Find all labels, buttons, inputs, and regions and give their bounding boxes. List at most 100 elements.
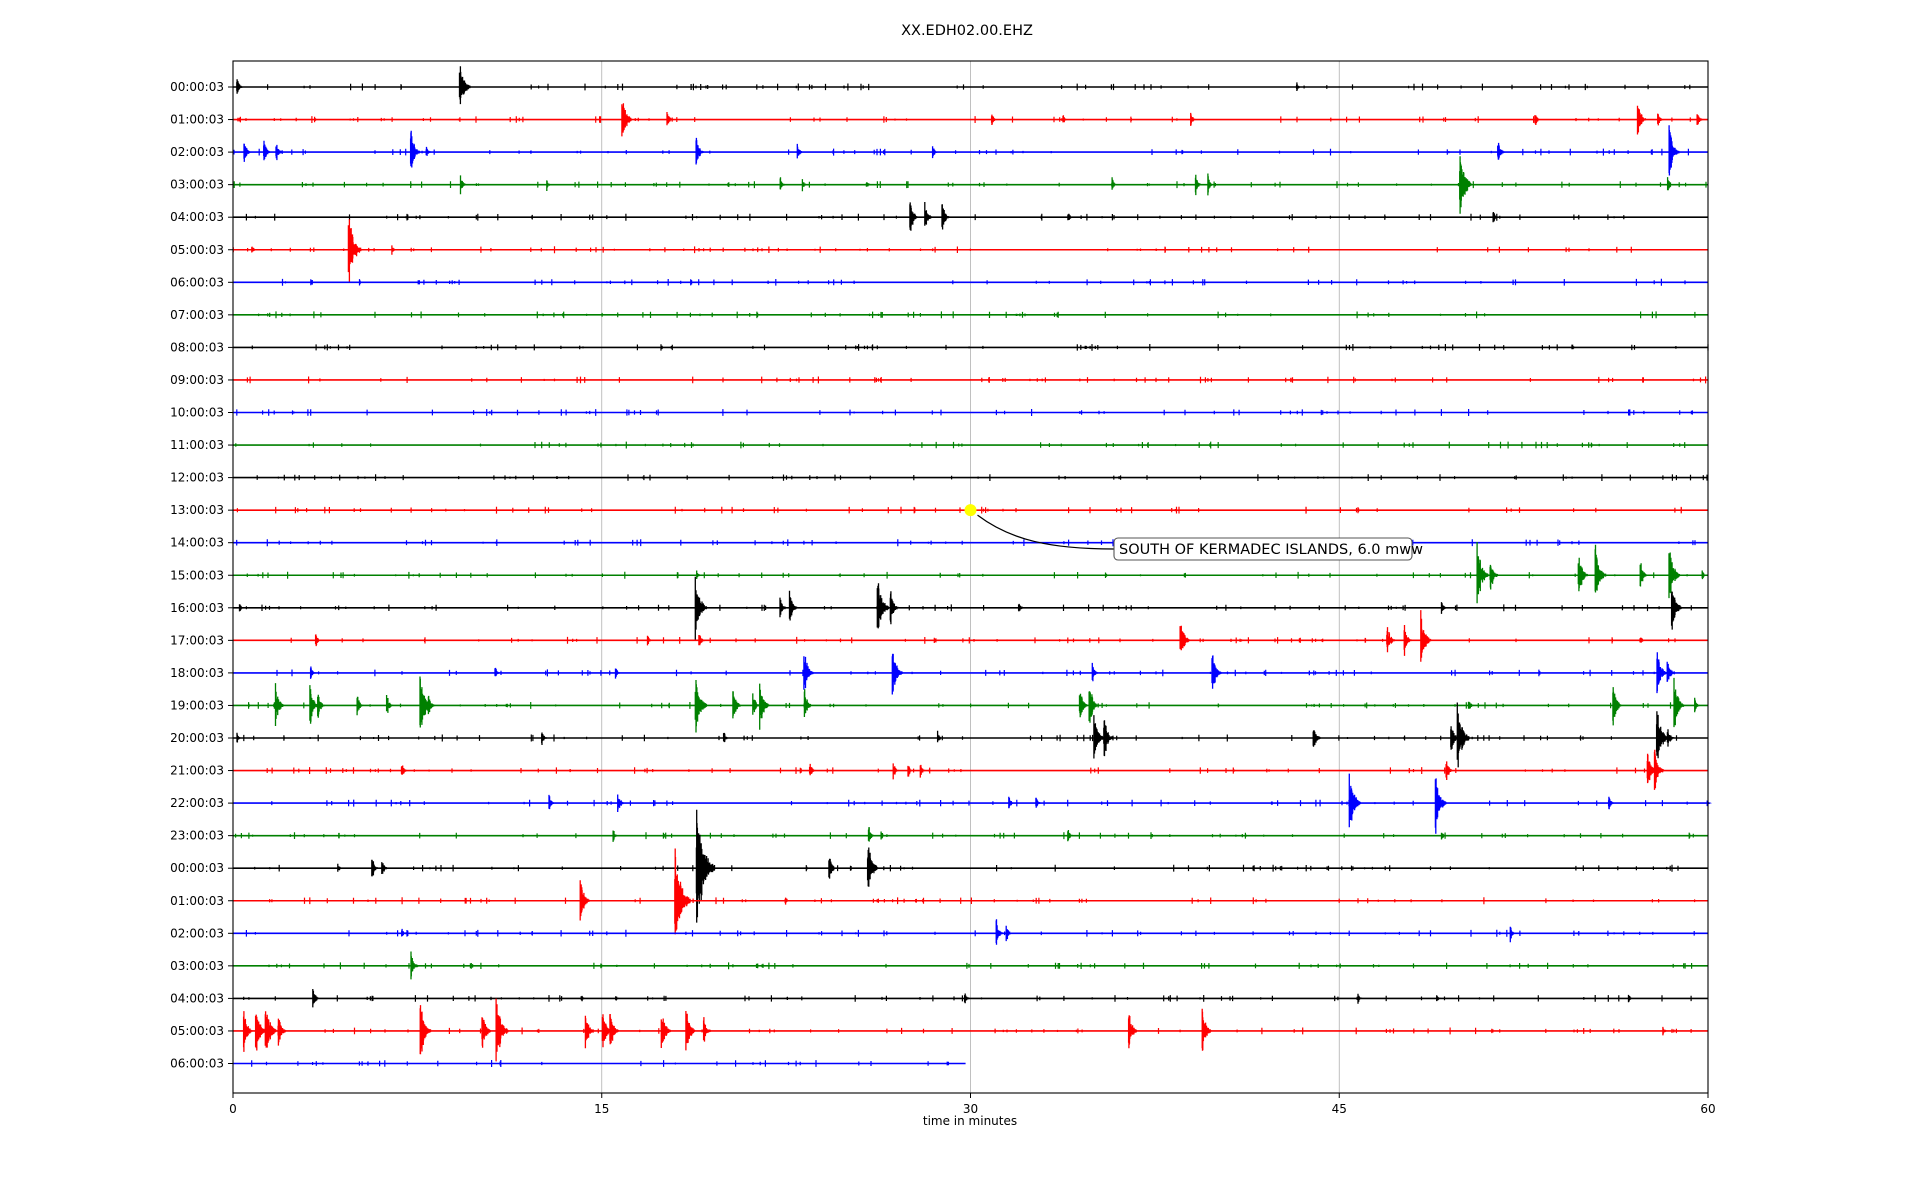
seismic-event-1-7 [1657,113,1664,126]
trace-noise-3 [233,181,1707,189]
seismic-event-29-6 [495,998,509,1062]
seismic-event-18-6 [1211,655,1222,689]
seismic-event-2-4 [425,146,432,156]
row-time-label-13: 13:00:03 [170,503,224,517]
seismic-event-17-2 [698,635,706,646]
seismic-event-3-8 [1459,156,1473,214]
seismic-event-24-0 [337,863,343,872]
seismic-event-19-4 [385,695,394,713]
seismic-event-19-12 [1078,693,1088,718]
annotation-connector [977,514,1115,550]
row-time-label-8: 08:00:03 [170,340,224,354]
seismic-event-19-11 [803,689,812,717]
seismic-event-21-2 [892,763,899,780]
seismic-event-29-2 [264,1011,277,1048]
seismic-event-19-13 [1088,691,1099,723]
seismic-event-16-6 [1017,603,1025,612]
seismic-event-4-0 [909,202,919,231]
trace-noise-8 [251,344,1709,351]
seismic-event-29-0 [242,1011,253,1052]
seismic-event-16-1 [694,576,708,641]
annotation-label: SOUTH OF KERMADEC ISLANDS, 6.0 mww [1119,542,1423,558]
seismic-event-28-5 [1436,995,1442,1002]
seismic-event-19-3 [356,696,364,716]
seismic-event-22-4 [1348,773,1361,828]
seismic-event-16-8 [1670,591,1682,630]
seismic-event-3-9 [1666,177,1674,191]
trace-noise-0 [236,83,1691,91]
seismic-event-26-0 [401,928,407,937]
seismic-event-17-6 [1420,610,1432,662]
row-time-label-25: 01:00:03 [170,894,224,908]
seismic-event-23-2 [880,831,886,840]
trace-noise-22 [271,799,1688,807]
trace-noise-6 [281,278,1686,286]
seismic-event-28-3 [963,993,971,1004]
seismic-event-2-3 [409,130,421,168]
row-time-label-27: 03:00:03 [170,959,224,973]
seismic-event-18-0 [309,666,317,679]
seismic-event-20-3 [936,730,943,743]
trace-row-24 [233,809,1708,923]
row-time-label-9: 09:00:03 [170,373,224,387]
seismic-event-20-8 [1456,702,1470,768]
trace-row-9 [233,376,1708,384]
trace-noise-21 [266,767,1661,774]
row-time-label-21: 21:00:03 [170,764,224,778]
seismic-event-19-10 [759,683,770,730]
seismic-event-16-2 [779,597,787,618]
seismic-event-3-2 [779,177,786,190]
trace-noise-10 [236,409,1693,416]
event-annotation: SOUTH OF KERMADEC ISLANDS, 6.0 mww [964,504,1423,561]
seismic-event-19-8 [732,691,742,719]
seismic-event-29-4 [419,1005,432,1055]
trace-row-0 [233,66,1708,105]
trace-noise-1 [237,116,1691,123]
trace-row-14 [233,539,1708,547]
row-time-label-15: 15:00:03 [170,568,224,582]
seismic-event-22-2 [1008,796,1015,809]
seismic-event-23-3 [1067,830,1074,842]
row-time-label-14: 14:00:03 [170,536,224,550]
trace-row-28 [233,989,1708,1008]
trace-row-19 [233,676,1708,733]
seismic-event-16-0 [238,604,245,612]
seismic-event-16-3 [788,590,798,621]
seismic-event-21-3 [907,765,914,777]
seismic-event-15-2 [1489,564,1499,590]
trace-row-30 [233,1060,966,1067]
seismic-event-28-2 [615,996,621,1001]
row-time-label-11: 11:00:03 [170,438,224,452]
row-time-label-1: 01:00:03 [170,113,224,127]
seismic-event-15-1 [1476,542,1489,604]
row-time-label-2: 02:00:03 [170,145,224,159]
row-labels: 00:00:03 01:00:03 02:00:03 03:00:03 04:00:03… [170,80,233,1071]
seismic-event-1-0 [621,103,633,137]
trace-noise-13 [236,506,1682,514]
seismic-event-19-17 [1694,697,1701,713]
seismic-event-29-5 [481,1017,491,1048]
seismic-event-23-4 [1440,832,1447,840]
seismic-event-4-4 [1492,212,1499,223]
seismic-event-0-2 [1295,82,1302,91]
x-axis-label: time in minutes [923,1114,1017,1128]
seismic-event-24-3 [695,809,716,923]
trace-row-12 [233,474,1708,481]
seismic-event-29-7 [584,1015,594,1049]
row-time-label-29: 05:00:03 [170,1024,224,1038]
seismic-event-3-7 [1207,173,1214,196]
seismic-event-1-1 [666,112,673,126]
seismic-event-19-6 [427,695,436,715]
seismic-event-26-3 [1509,926,1516,943]
seismic-event-4-1 [924,202,933,226]
seismic-event-20-0 [236,732,242,743]
seismic-event-18-5 [1091,662,1099,682]
seismic-event-29-9 [609,1014,619,1045]
trace-noise-9 [246,376,1707,384]
trace-noise-2 [233,148,1689,156]
x-tick-label-2: 30 [963,1102,978,1116]
grid-lines [601,61,1340,1093]
row-time-label-5: 05:00:03 [170,243,224,257]
row-time-label-7: 07:00:03 [170,308,224,322]
